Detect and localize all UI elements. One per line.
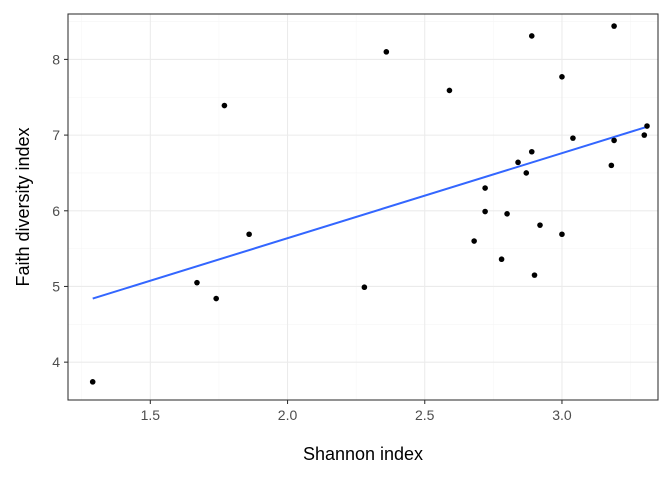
data-point bbox=[559, 74, 565, 80]
data-point bbox=[515, 159, 521, 166]
trend-line-layer bbox=[92, 125, 648, 300]
x-tick-label: 3.0 bbox=[552, 407, 572, 423]
data-point bbox=[537, 222, 543, 228]
data-point bbox=[194, 279, 200, 286]
data-point bbox=[471, 238, 477, 244]
y-tick-label: 4 bbox=[52, 354, 60, 370]
y-tick-label: 6 bbox=[52, 203, 60, 219]
grid bbox=[68, 14, 658, 401]
y-axis: 4 5 6 7 8 bbox=[52, 51, 68, 370]
data-points bbox=[89, 23, 650, 385]
data-point bbox=[213, 295, 219, 302]
y-axis-title: Faith diversity index bbox=[13, 127, 33, 286]
data-point bbox=[644, 123, 650, 129]
x-axis: 1.5 2.0 2.5 3.0 bbox=[141, 400, 572, 423]
data-point bbox=[611, 137, 617, 144]
data-point bbox=[531, 272, 538, 278]
plot-panel-border bbox=[67, 13, 659, 401]
data-point bbox=[482, 185, 488, 191]
data-point bbox=[528, 33, 535, 39]
data-point bbox=[641, 132, 648, 138]
data-point bbox=[523, 170, 530, 176]
data-point bbox=[528, 148, 535, 155]
data-point bbox=[570, 135, 576, 141]
data-point bbox=[383, 49, 390, 55]
data-point bbox=[361, 284, 368, 291]
y-tick-label: 7 bbox=[52, 127, 60, 143]
data-point bbox=[446, 87, 453, 94]
data-point bbox=[221, 102, 228, 109]
data-point bbox=[559, 231, 565, 238]
trend-line bbox=[92, 125, 648, 300]
data-point bbox=[498, 256, 505, 263]
x-axis-title: Shannon index bbox=[303, 444, 423, 464]
x-tick-label: 2.0 bbox=[278, 407, 298, 423]
data-point bbox=[246, 231, 252, 238]
y-tick-label: 5 bbox=[52, 278, 60, 294]
data-point bbox=[611, 23, 617, 29]
data-point bbox=[504, 211, 510, 217]
data-point bbox=[608, 162, 615, 169]
x-tick-label: 1.5 bbox=[141, 407, 161, 423]
x-tick-label: 2.5 bbox=[415, 407, 435, 423]
data-point bbox=[89, 379, 96, 385]
data-point bbox=[482, 208, 488, 215]
y-tick-label: 8 bbox=[52, 51, 60, 67]
